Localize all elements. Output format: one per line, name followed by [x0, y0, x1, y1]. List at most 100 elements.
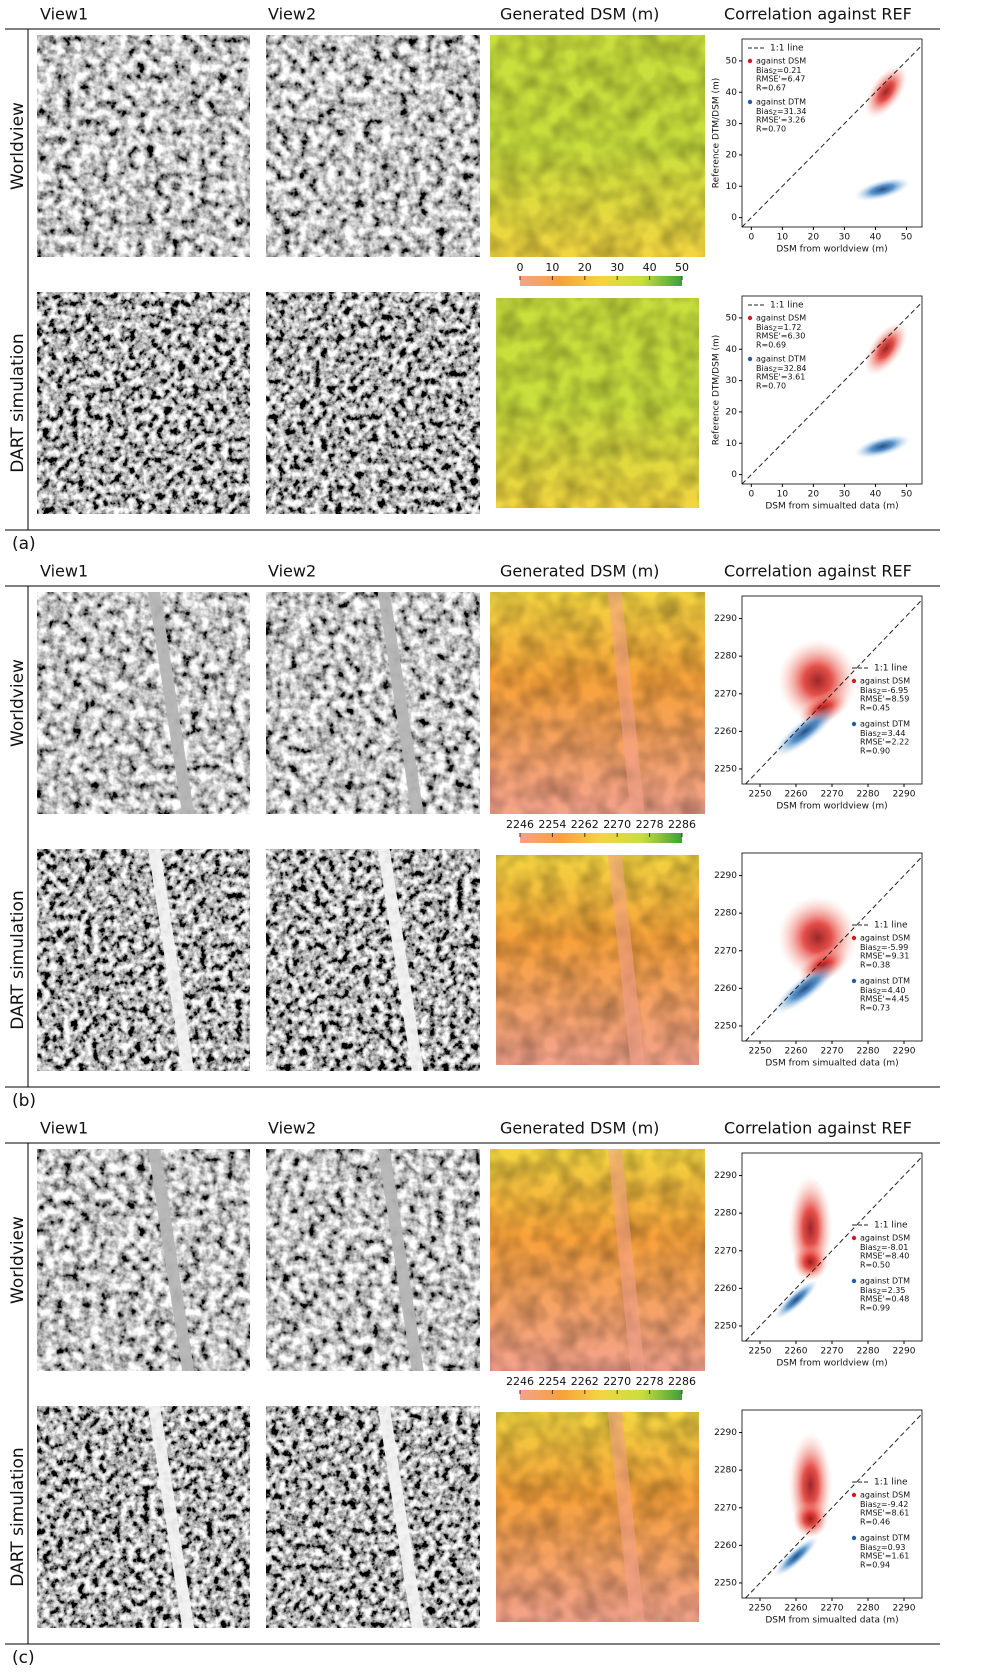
legend-entry: against DTM [860, 720, 910, 729]
column-header: Generated DSM (m) [500, 5, 659, 24]
legend-entry: against DTM [860, 977, 910, 986]
rmse-text: RMSE'=0.48 [860, 1295, 909, 1304]
bias-text: BiasZ=0.93 [860, 1543, 905, 1553]
bias-value: =1.72 [777, 323, 802, 332]
r-text: R=0.94 [860, 1561, 890, 1570]
row-label: Worldview [8, 659, 28, 747]
legend-marker [851, 1492, 857, 1498]
legend-entry: against DSM [860, 1491, 910, 1500]
view-image [266, 292, 480, 514]
y-tick-label: 30 [726, 119, 738, 129]
colorbar-tick-label: 2262 [571, 818, 599, 831]
bias-value: =3.44 [881, 729, 906, 738]
rmse-text: RMSE'=6.30 [756, 332, 805, 341]
density-cloud [792, 1500, 829, 1538]
bias-text: BiasZ=-5.99 [860, 943, 908, 953]
x-tick-label: 40 [870, 490, 882, 500]
x-tick-label: 0 [748, 233, 754, 243]
view-image [266, 1149, 480, 1371]
colorbar-tick-label: 2254 [538, 818, 566, 831]
legend-marker [747, 356, 753, 362]
colorbar-tick-label: 2270 [603, 818, 631, 831]
y-tick-label: 2280 [714, 1466, 737, 1476]
x-tick-label: 20 [808, 490, 820, 500]
x-tick-label: 2270 [821, 1047, 844, 1057]
colorbar-tick-label: 2278 [636, 818, 664, 831]
bias-subscript: Z [877, 732, 881, 739]
one-to-one-line [741, 301, 923, 485]
rmse-text: RMSE'=3.26 [756, 116, 805, 125]
bias-label: Bias [860, 1543, 877, 1552]
density-cloud [854, 434, 911, 459]
column-header: Generated DSM (m) [500, 1119, 659, 1138]
axes-frame [741, 38, 923, 228]
x-tick-label: 2280 [857, 1604, 880, 1614]
y-tick-label: 40 [726, 345, 738, 355]
bias-subscript: Z [877, 946, 881, 953]
rmse-text: RMSE'=8.61 [860, 1509, 909, 1518]
bias-text: BiasZ=2.35 [860, 1286, 905, 1296]
legend-label: 1:1 line [770, 301, 804, 311]
view-image [37, 1149, 250, 1371]
legend-marker [851, 721, 857, 727]
r-text: R=0.45 [860, 704, 890, 713]
colorbar-tick-label: 10 [545, 261, 559, 274]
y-tick-label: 30 [726, 376, 738, 386]
x-axis-label: DSM from worldview (m) [776, 802, 887, 812]
x-tick-label: 2260 [785, 1047, 808, 1057]
y-tick-label: 20 [726, 150, 738, 160]
x-tick-label: 2280 [857, 1347, 880, 1357]
column-header: View1 [40, 562, 88, 581]
x-tick-label: 2280 [857, 1047, 880, 1057]
y-tick-label: 2270 [714, 1503, 737, 1513]
view-image [37, 592, 250, 814]
y-tick-label: 0 [731, 213, 737, 223]
bias-subscript: Z [773, 69, 777, 76]
x-tick-label: 2280 [857, 790, 880, 800]
row-label: DART simulation [8, 333, 28, 472]
column-header: Correlation against REF [724, 5, 912, 24]
bias-subscript: Z [877, 1503, 881, 1510]
column-header: View2 [268, 562, 316, 581]
bias-text: BiasZ=1.72 [756, 323, 801, 333]
y-tick-label: 2260 [714, 984, 737, 994]
colorbar-tick-label: 50 [675, 261, 689, 274]
x-tick-label: 40 [870, 233, 882, 243]
bias-label: Bias [860, 1243, 877, 1252]
r-text: R=0.90 [860, 747, 890, 756]
dsm-shading [496, 298, 699, 508]
legend-entry: against DSM [756, 57, 806, 66]
one-to-one-line [745, 856, 923, 1042]
r-text: R=0.70 [756, 382, 786, 391]
r-text: R=0.69 [756, 341, 786, 350]
colorbar-tick-label: 2262 [571, 1375, 599, 1388]
bias-subscript: Z [773, 326, 777, 333]
legend-marker [747, 315, 753, 321]
density-cloud [773, 962, 837, 1015]
colorbar-tick-label: 2278 [636, 1375, 664, 1388]
colorbar-tick-label: 20 [578, 261, 592, 274]
y-tick-label: 2280 [714, 909, 737, 919]
r-text: R=0.70 [756, 125, 786, 134]
colorbar-tick-label: 40 [643, 261, 657, 274]
legend-entry: against DTM [860, 1277, 910, 1286]
rmse-text: RMSE'=8.59 [860, 695, 909, 704]
density-cloud [774, 1279, 818, 1320]
rmse-text: RMSE'=4.45 [860, 995, 909, 1004]
column-header: Generated DSM (m) [500, 562, 659, 581]
bias-value: =-5.99 [881, 943, 908, 952]
legend-entry: against DSM [756, 314, 806, 323]
density-cloud [773, 705, 837, 758]
bias-subscript: Z [773, 110, 777, 117]
r-text: R=0.38 [860, 961, 890, 970]
bias-label: Bias [860, 1500, 877, 1509]
legend-entry: against DTM [756, 98, 806, 107]
x-tick-label: 20 [808, 233, 820, 243]
dsm-shading [496, 855, 699, 1065]
x-tick-label: 2290 [893, 1347, 916, 1357]
view-image [266, 1406, 480, 1628]
r-text: R=0.67 [756, 84, 786, 93]
x-axis-label: DSM from simualted data (m) [765, 1059, 898, 1069]
x-tick-label: 2270 [821, 790, 844, 800]
